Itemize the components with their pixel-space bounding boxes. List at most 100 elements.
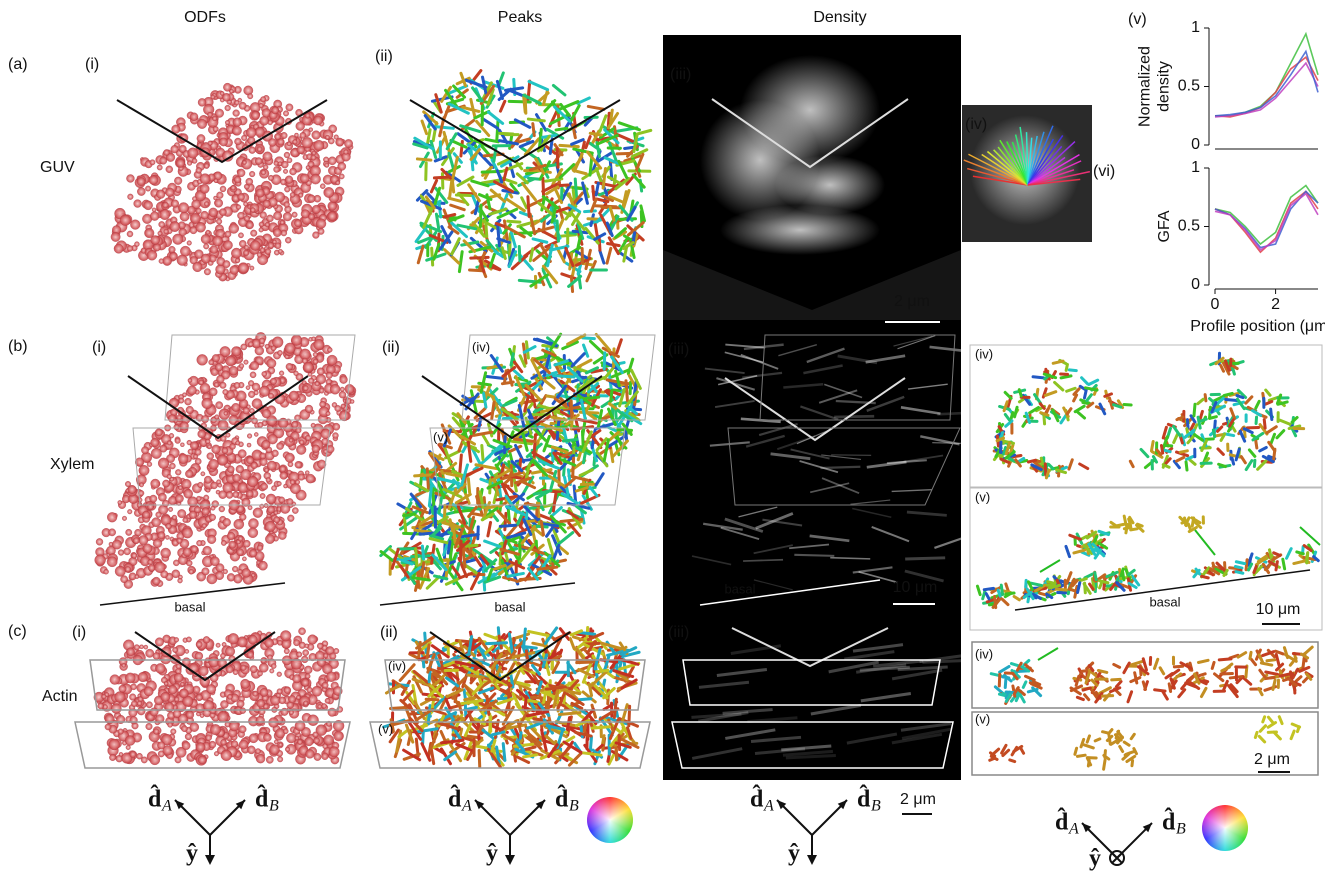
peak-glyph (1224, 681, 1228, 689)
peak-glyph (1131, 678, 1140, 682)
odf-glyph (143, 544, 153, 554)
odf-glyph (186, 560, 192, 566)
odf-glyph (209, 741, 216, 748)
odf-glyph (325, 135, 329, 139)
odf-glyph (247, 443, 251, 447)
odf-glyph (126, 175, 134, 183)
peak-glyph (463, 548, 465, 567)
odf-glyph (214, 179, 218, 183)
odf-glyph (234, 138, 241, 145)
odf-glyph (308, 715, 319, 726)
odf-glyph (321, 753, 328, 760)
odf-glyph (173, 560, 179, 566)
odf-glyph (260, 97, 266, 103)
odf-glyph (162, 202, 168, 208)
odf-glyph (187, 161, 192, 166)
odf-glyph (259, 386, 270, 397)
odf-glyph (144, 201, 153, 210)
odf-glyph (147, 462, 152, 467)
peak-glyph (524, 629, 526, 646)
odf-glyph (175, 469, 181, 475)
peak-glyph (573, 170, 586, 173)
odf-glyph (276, 442, 283, 449)
odf-glyph (350, 399, 354, 403)
odf-glyph (186, 406, 194, 414)
odf-glyph (139, 465, 149, 475)
odf-glyph (175, 757, 181, 763)
odf-glyph (261, 170, 266, 175)
odf-glyph (142, 511, 150, 519)
peak-glyph (1116, 524, 1124, 526)
peak-glyph (592, 727, 610, 728)
peak-glyph (1067, 409, 1071, 414)
odf-glyph (214, 382, 219, 387)
peak-glyph (1236, 562, 1244, 564)
peak-glyph (1210, 417, 1216, 419)
peak-glyph (1249, 450, 1254, 456)
peak-glyph (1137, 524, 1142, 526)
peak-glyph (459, 252, 462, 272)
odf-glyph (260, 493, 265, 498)
odf-glyph (334, 731, 344, 741)
odf-glyph (205, 735, 211, 741)
peak-glyph (1303, 658, 1304, 668)
odf-glyph (229, 366, 238, 375)
odf-glyph (178, 578, 183, 583)
odf-glyph (307, 687, 313, 693)
odf-glyph (328, 708, 337, 717)
peak-glyph (1087, 395, 1092, 401)
odf-glyph (312, 686, 322, 696)
odf-glyph (120, 215, 131, 226)
odf-glyph (153, 652, 160, 659)
peak-glyph (487, 643, 507, 644)
peak-glyph (544, 380, 554, 388)
odf-glyph (152, 208, 156, 212)
odf-glyph (278, 162, 282, 166)
odf-glyph (234, 176, 241, 183)
odf-glyph (247, 476, 258, 487)
odf-glyph (190, 213, 200, 223)
odf-glyph (249, 147, 256, 154)
odf-glyph (267, 359, 276, 368)
peak-glyph (1307, 553, 1308, 563)
odf-glyph (151, 438, 160, 447)
odf-glyph (130, 220, 140, 230)
odf-glyph (202, 398, 213, 409)
odf-glyph (318, 704, 322, 708)
peak-glyph (519, 247, 520, 261)
peak-glyph (1066, 546, 1070, 556)
peak-glyph (528, 197, 529, 217)
peak-glyph (427, 130, 430, 146)
odf-glyph (298, 628, 305, 635)
odf-glyph (228, 633, 239, 644)
odf-glyph (239, 102, 246, 109)
odf-glyph (309, 128, 313, 132)
odf-glyph (248, 635, 257, 644)
peak-glyph (987, 600, 993, 602)
peak-glyph (529, 631, 548, 635)
peak-glyph (596, 169, 600, 181)
odf-glyph (225, 647, 235, 657)
odf-glyph (293, 139, 298, 144)
odf-glyph (262, 371, 267, 376)
peak-glyph (533, 124, 534, 136)
odf-glyph (233, 669, 238, 674)
odf-glyph (118, 500, 122, 504)
odf-glyph (226, 491, 233, 498)
odf-glyph (212, 116, 217, 121)
odf-glyph (238, 450, 246, 458)
odf-glyph (305, 435, 311, 441)
odf-glyph (165, 535, 169, 539)
peak-glyph (474, 432, 492, 435)
odf-glyph (265, 248, 271, 254)
odf-glyph (235, 441, 240, 446)
odf-glyph (192, 196, 197, 201)
odf-glyph (305, 113, 310, 118)
peak-glyph (608, 113, 609, 132)
peak-glyph (1005, 392, 1011, 398)
odf-glyph (290, 192, 295, 197)
odf-glyph (336, 181, 340, 185)
figure: ODFs Peaks Density (a) (b) (c) GUV Xylem… (0, 0, 1325, 874)
peak-glyph (1246, 560, 1247, 570)
odf-glyph (168, 722, 173, 727)
